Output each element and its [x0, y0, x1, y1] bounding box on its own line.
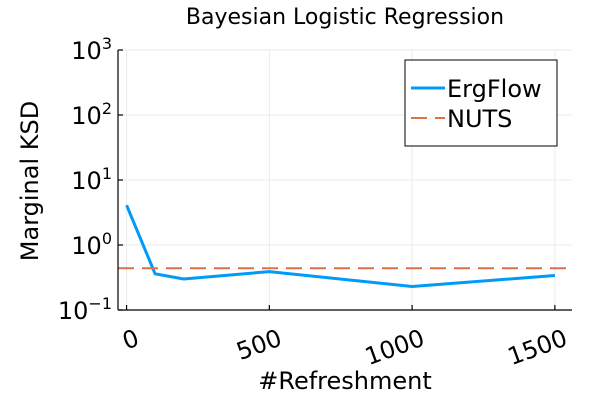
x-tick-label-2: 1000	[361, 324, 428, 371]
x-axis-label: #Refreshment	[258, 367, 432, 395]
x-tick-label-0: 0	[119, 324, 143, 356]
y-tick-label-3: 102	[71, 99, 112, 130]
series-line-ergflow	[125, 204, 556, 288]
legend-label-nuts: NUTS	[447, 105, 512, 133]
y-tick-base-4: 10	[71, 37, 102, 65]
y-tick-label-0: 10−1	[58, 294, 112, 325]
y-tick-label-1: 100	[71, 229, 112, 260]
chart-title: Bayesian Logistic Regression	[186, 5, 504, 30]
y-tick-base-2: 10	[71, 167, 102, 195]
x-ticks: 0 500 1000 1500	[119, 305, 571, 371]
y-tick-exponent-1: 0	[102, 229, 112, 248]
y-tick-label-4: 103	[71, 34, 112, 65]
y-tick-exponent-3: 2	[102, 99, 112, 118]
y-tick-exponent-0: −1	[88, 294, 112, 313]
y-tick-base-3: 10	[71, 102, 102, 130]
y-tick-exponent-2: 1	[102, 164, 112, 183]
y-tick-label-2: 101	[71, 164, 112, 195]
x-tick-label-3: 1500	[504, 324, 571, 371]
y-tick-base-0: 10	[58, 297, 89, 325]
legend-box	[404, 59, 558, 147]
y-axis-label: Marginal KSD	[16, 101, 44, 261]
series-layer	[118, 204, 572, 288]
y-tick-exponent-4: 3	[102, 34, 112, 53]
x-tick-label-1: 500	[233, 324, 286, 366]
legend-label-ergflow: ErgFlow	[447, 75, 542, 103]
y-tick-base-1: 10	[71, 232, 102, 260]
